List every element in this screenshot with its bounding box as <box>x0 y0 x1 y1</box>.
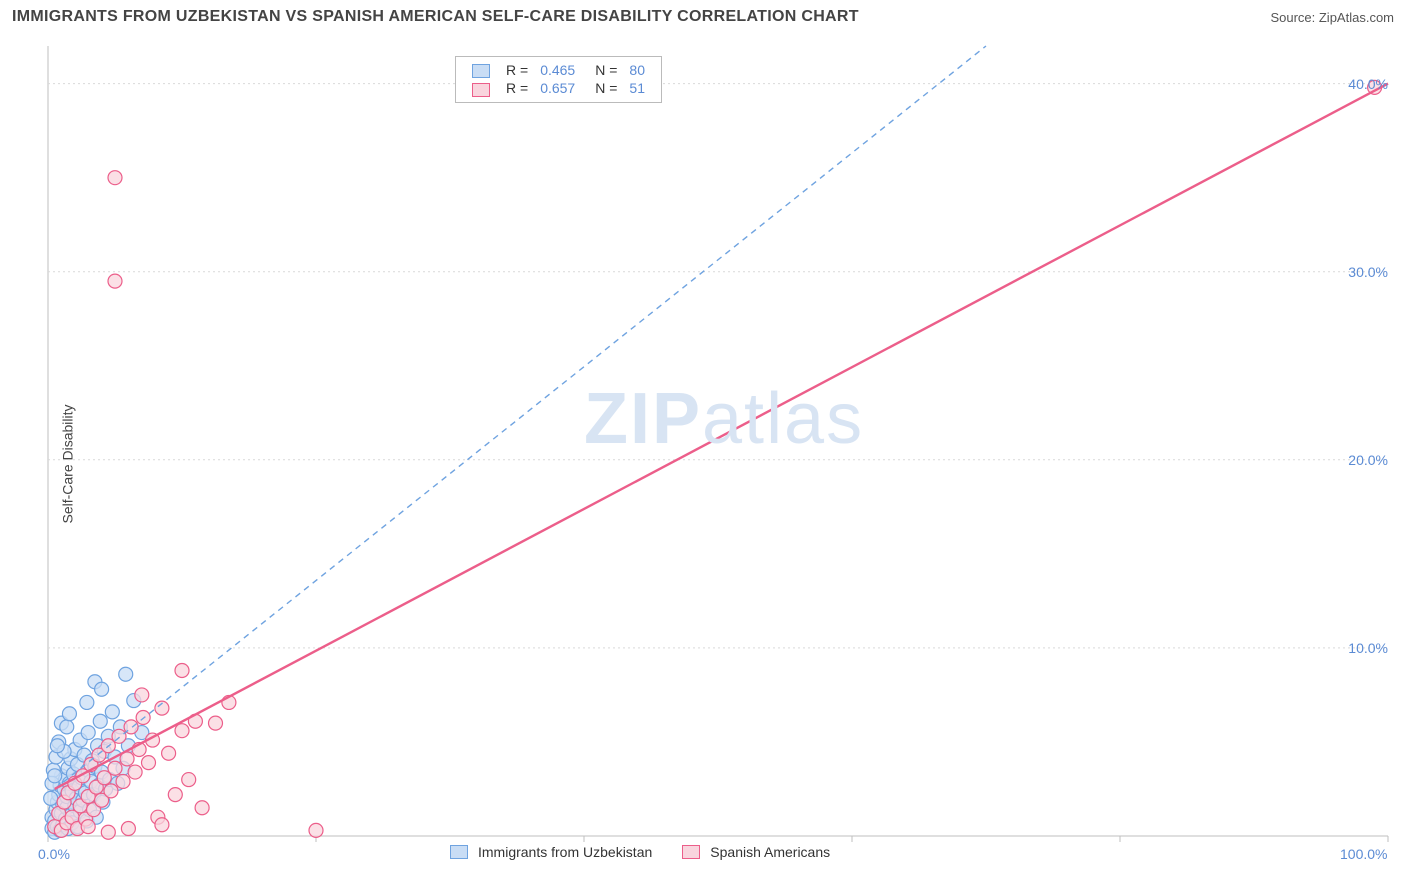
source-attribution: Source: ZipAtlas.com <box>1270 10 1394 25</box>
legend-swatch <box>682 845 700 859</box>
y-tick-label: 20.0% <box>1348 452 1388 468</box>
legend-item: Immigrants from Uzbekistan <box>450 844 652 860</box>
legend-item: Spanish Americans <box>682 844 830 860</box>
chart-title: IMMIGRANTS FROM UZBEKISTAN VS SPANISH AM… <box>12 8 859 26</box>
correlation-legend: R =0.465N =80R =0.657N =51 <box>455 56 662 103</box>
x-tick-label: 0.0% <box>38 846 70 862</box>
series-legend: Immigrants from Uzbekistan Spanish Americ… <box>450 844 830 860</box>
y-tick-label: 30.0% <box>1348 264 1388 280</box>
y-tick-label: 40.0% <box>1348 76 1388 92</box>
legend-swatch <box>450 845 468 859</box>
y-tick-label: 10.0% <box>1348 640 1388 656</box>
scatter-plot <box>0 36 1406 892</box>
legend-label: Immigrants from Uzbekistan <box>478 844 652 860</box>
legend-stats-table: R =0.465N =80R =0.657N =51 <box>466 61 651 98</box>
x-tick-label: 100.0% <box>1340 846 1387 862</box>
chart-container: Self-Care Disability ZIPatlas R =0.465N … <box>0 36 1406 892</box>
legend-label: Spanish Americans <box>710 844 830 860</box>
